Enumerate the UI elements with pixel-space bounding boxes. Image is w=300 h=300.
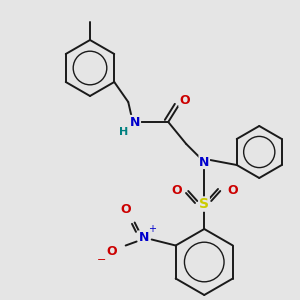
Text: O: O (179, 94, 190, 106)
Text: O: O (227, 184, 238, 196)
Text: O: O (171, 184, 181, 196)
Text: S: S (199, 197, 209, 211)
Text: H: H (118, 127, 128, 137)
Text: N: N (130, 116, 140, 128)
Text: −: − (97, 254, 106, 265)
Text: N: N (199, 155, 209, 169)
Text: +: + (148, 224, 156, 235)
Text: O: O (120, 203, 131, 216)
Text: N: N (139, 231, 149, 244)
Text: O: O (106, 245, 117, 258)
